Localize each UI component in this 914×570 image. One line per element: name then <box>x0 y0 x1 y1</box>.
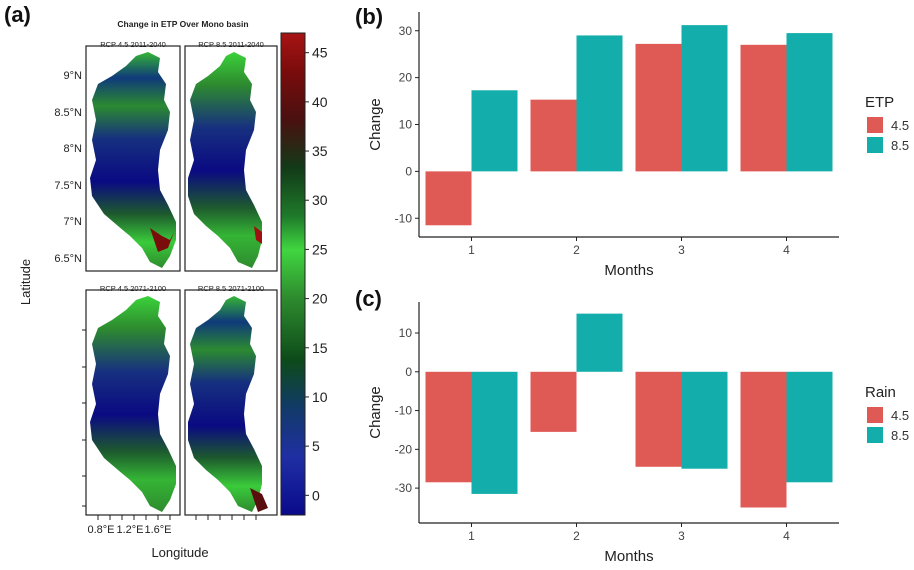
bar-series-4.5-month-1 <box>425 371 472 483</box>
y-tick-label: 30 <box>399 24 413 38</box>
y-tick-label: -10 <box>395 404 413 418</box>
colorbar-tick-label: 5 <box>312 438 320 454</box>
etp-bar-chart: -10 0 10 20 30 1 2 3 4 Months Change ETP 4.5 8.5 <box>367 12 909 279</box>
colorbar-tick-label: 15 <box>312 340 328 356</box>
bar-series-8.5-month-4 <box>786 33 833 172</box>
colorbar-tick-label: 20 <box>312 291 328 307</box>
bar-series-8.5-month-3 <box>681 25 728 172</box>
y-axis-label: Change <box>367 98 384 151</box>
x-tick-label: 3 <box>678 529 685 543</box>
colorbar-tick-label: 45 <box>312 45 328 61</box>
rain-bar-chart: -30 -20 -10 0 10 1 2 3 4 Months Change Rain 4.5 8.5 <box>367 302 909 565</box>
x-tick-label: 2 <box>573 529 580 543</box>
colorbar-tick-label: 0 <box>312 487 320 503</box>
bar-series-4.5-month-4 <box>740 371 787 508</box>
colorbar <box>280 32 306 516</box>
colorbar-tick-label: 25 <box>312 241 328 257</box>
colorbar-tick-label: 35 <box>312 143 328 159</box>
legend-swatch-4.5 <box>867 117 883 133</box>
y-tick-label: 20 <box>399 71 413 85</box>
y-tick-label: -10 <box>395 211 413 225</box>
colorbar-tick-label: 10 <box>312 389 328 405</box>
colorbar-ticks: 45 40 35 30 25 20 15 10 5 0 <box>305 45 328 503</box>
bar-series-8.5-month-3 <box>681 371 728 469</box>
colorbar-tick-label: 40 <box>312 94 328 110</box>
lon-tick-label: 0.8°E <box>87 524 114 536</box>
bar-series-8.5-month-4 <box>786 371 833 483</box>
legend-label: 4.5 <box>891 118 909 133</box>
basin-map-rcp45-early <box>90 52 176 268</box>
legend-swatch-8.5 <box>867 427 883 443</box>
lat-tick-label: 9°N <box>64 70 83 82</box>
x-tick-label: 3 <box>678 243 685 257</box>
basin-map-rcp85-early <box>188 52 262 268</box>
x-tick-label: 1 <box>468 243 475 257</box>
bar-series-4.5-month-2 <box>530 99 577 172</box>
y-tick-label: 10 <box>399 326 413 340</box>
y-axis-label: Change <box>367 386 384 439</box>
legend-swatch-8.5 <box>867 137 883 153</box>
legend-swatch-4.5 <box>867 407 883 423</box>
legend-title: Rain <box>865 384 896 401</box>
colorbar-tick-label: 30 <box>312 192 328 208</box>
y-tick-label: -20 <box>395 442 413 456</box>
y-tick-label: 0 <box>405 365 412 379</box>
map-ylabel: Latitude <box>18 259 33 305</box>
lat-tick-label: 6.5°N <box>54 253 82 265</box>
hotspot-rcp45-early <box>150 228 174 252</box>
x-tick-label: 2 <box>573 243 580 257</box>
y-tick-label: 10 <box>399 118 413 132</box>
bar-series-8.5-month-1 <box>471 371 518 494</box>
bar-series-8.5-month-2 <box>576 313 623 372</box>
lat-tick-label: 8.5°N <box>54 107 82 119</box>
y-tick-label: -30 <box>395 481 413 495</box>
longitude-tick-marks <box>97 515 257 520</box>
panel-label-b: (b) <box>355 4 384 29</box>
bar-series-8.5-month-1 <box>471 90 518 172</box>
bar-series-4.5-month-2 <box>530 371 577 432</box>
hotspot-rcp85-early <box>254 226 262 244</box>
lat-tick-label: 8°N <box>64 143 83 155</box>
panel-label-a: (a) <box>4 2 31 27</box>
map-xlabel: Longitude <box>151 545 208 560</box>
legend-label: 8.5 <box>891 138 909 153</box>
lat-tick-label: 7.5°N <box>54 180 82 192</box>
basin-map-rcp45-late <box>90 296 176 512</box>
subplot-title-rcp45-early: RCP 4.5 2011-2040 <box>100 40 166 49</box>
legend-label: 8.5 <box>891 428 909 443</box>
bar-series-8.5-month-2 <box>576 35 623 172</box>
x-tick-label: 4 <box>783 529 790 543</box>
latitude-tick-marks <box>82 329 86 507</box>
basin-map-rcp85-late <box>188 296 262 512</box>
legend-title: ETP <box>865 94 894 111</box>
panel-label-c: (c) <box>355 286 382 311</box>
subplot-title-rcp45-late: RCP 4.5 2071-2100 <box>100 284 166 293</box>
subplot-title-rcp85-late: RCP 8.5 2071-2100 <box>198 284 264 293</box>
bar-series-4.5-month-4 <box>740 44 787 172</box>
x-axis-label: Months <box>604 262 653 279</box>
bar-series-4.5-month-1 <box>425 171 472 226</box>
x-tick-label: 1 <box>468 529 475 543</box>
latitude-ticks: 9°N 8.5°N 8°N 7.5°N 7°N 6.5°N <box>54 70 82 265</box>
x-axis-label: Months <box>604 548 653 565</box>
legend-label: 4.5 <box>891 408 909 423</box>
lon-tick-label: 1.2°E <box>116 524 143 536</box>
lon-tick-label: 1.6°E <box>144 524 171 536</box>
map-title: Change in ETP Over Mono basin <box>117 19 248 29</box>
bar-series-4.5-month-3 <box>635 43 682 172</box>
hotspot-rcp85-late <box>250 488 268 512</box>
bar-series-4.5-month-3 <box>635 371 682 467</box>
lat-tick-label: 7°N <box>64 216 83 228</box>
x-tick-label: 4 <box>783 243 790 257</box>
longitude-ticks: 0.8°E 1.2°E 1.6°E <box>87 524 171 536</box>
map-figure: Change in ETP Over Mono basin RCP 4.5 20… <box>18 19 328 560</box>
y-tick-label: 0 <box>405 164 412 178</box>
subplot-title-rcp85-early: RCP 8.5 2011-2040 <box>198 40 264 49</box>
